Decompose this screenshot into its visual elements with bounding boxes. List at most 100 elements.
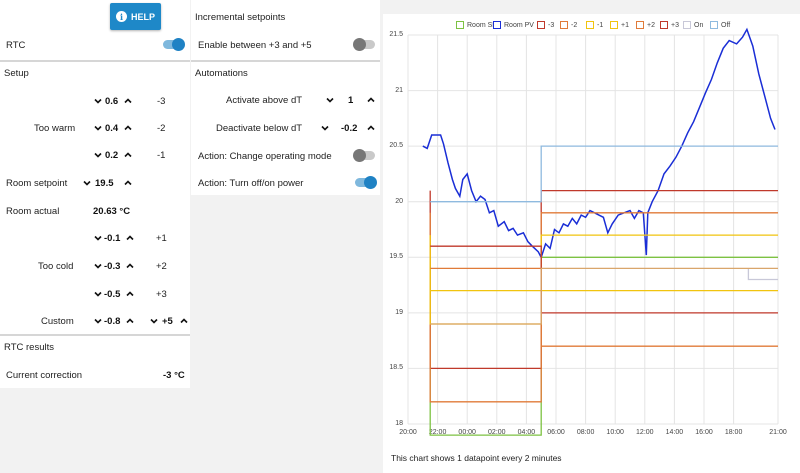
decrease-button[interactable] bbox=[92, 95, 104, 107]
legend-swatch bbox=[560, 21, 568, 29]
x-tick-label: 00:00 bbox=[458, 429, 476, 436]
help-button[interactable]: i HELP bbox=[110, 3, 161, 30]
too-warm-value: 0.4 bbox=[105, 123, 119, 134]
legend-label: +2 bbox=[647, 21, 655, 29]
legend-item[interactable]: Room SP bbox=[456, 21, 497, 29]
legend-swatch bbox=[537, 21, 545, 29]
legend-label: On bbox=[694, 21, 704, 29]
legend-swatch bbox=[683, 21, 691, 29]
too-cold-value: -0.3 bbox=[104, 261, 121, 272]
activate-label: Activate above dT bbox=[226, 95, 303, 106]
legend-label: -3 bbox=[548, 21, 555, 29]
current-correction-label: Current correction bbox=[6, 370, 83, 381]
decrease-button[interactable] bbox=[319, 122, 331, 134]
increase-button[interactable] bbox=[124, 232, 136, 244]
x-tick-label: 22:00 bbox=[428, 429, 447, 436]
correction-label: +1 bbox=[156, 233, 167, 244]
divider bbox=[191, 60, 380, 62]
increase-button[interactable] bbox=[365, 94, 377, 106]
decrease-button[interactable] bbox=[92, 288, 104, 300]
decrease-button[interactable] bbox=[92, 149, 104, 161]
power-label: Action: Turn off/on power bbox=[198, 178, 304, 189]
correction-label: -2 bbox=[157, 123, 166, 134]
decrease-button[interactable] bbox=[92, 315, 104, 327]
x-tick-label: 16:00 bbox=[695, 429, 713, 436]
custom-correction: +5 bbox=[162, 316, 173, 327]
decrease-button[interactable] bbox=[92, 232, 104, 244]
info-icon: i bbox=[115, 11, 127, 22]
too-warm-label: Too warm bbox=[34, 123, 76, 134]
increase-button[interactable] bbox=[365, 122, 377, 134]
correction-label: -3 bbox=[157, 96, 166, 107]
y-tick-label: 19 bbox=[395, 308, 403, 316]
power-toggle[interactable] bbox=[355, 176, 377, 189]
legend-item[interactable]: -2 bbox=[560, 21, 577, 29]
change-mode-toggle[interactable] bbox=[353, 149, 375, 162]
legend-swatch bbox=[493, 21, 501, 29]
deactivate-value: -0.2 bbox=[341, 123, 358, 134]
legend-item[interactable]: Room PV bbox=[493, 21, 534, 29]
legend-item[interactable]: +3 bbox=[660, 21, 679, 29]
activate-value: 1 bbox=[348, 95, 354, 106]
x-tick-label: 08:00 bbox=[576, 429, 595, 436]
legend-item[interactable]: -1 bbox=[586, 21, 603, 29]
x-tick-label: 12:00 bbox=[636, 429, 654, 436]
increase-button[interactable] bbox=[122, 149, 134, 161]
y-tick-label: 20.5 bbox=[389, 142, 403, 150]
legend-label: Room PV bbox=[504, 21, 534, 29]
decrease-button[interactable] bbox=[92, 260, 104, 272]
decrease-button[interactable] bbox=[81, 177, 93, 189]
room-setpoint-label: Room setpoint bbox=[6, 178, 68, 189]
x-tick-label: 06:00 bbox=[547, 429, 565, 436]
too-warm-value: 0.2 bbox=[105, 150, 119, 161]
custom-value: -0.8 bbox=[104, 316, 121, 327]
legend-item[interactable]: Off bbox=[710, 21, 730, 29]
legend-label: Room SP bbox=[467, 21, 497, 29]
decrease-button[interactable] bbox=[324, 94, 336, 106]
room-actual-value: 20.63 °C bbox=[93, 206, 131, 217]
room-setpoint-value: 19.5 bbox=[95, 178, 114, 189]
correction-label: -1 bbox=[157, 150, 166, 161]
chart-panel bbox=[383, 14, 800, 473]
legend-label: -2 bbox=[571, 21, 578, 29]
rtc-toggle[interactable] bbox=[163, 38, 185, 51]
legend-label: -1 bbox=[597, 21, 604, 29]
increase-button[interactable] bbox=[124, 315, 136, 327]
help-label: HELP bbox=[130, 11, 155, 22]
decrease-button[interactable] bbox=[148, 315, 160, 327]
x-tick-label: 14:00 bbox=[665, 429, 684, 436]
increase-button[interactable] bbox=[124, 260, 136, 272]
legend-item[interactable]: +2 bbox=[636, 21, 655, 29]
enable-incremental-toggle[interactable] bbox=[353, 38, 375, 51]
results-title: RTC results bbox=[4, 342, 54, 353]
legend-label: +3 bbox=[671, 21, 679, 29]
y-tick-label: 18 bbox=[395, 420, 403, 427]
legend-item[interactable]: -3 bbox=[537, 21, 554, 29]
increase-button[interactable] bbox=[122, 95, 134, 107]
increase-button[interactable] bbox=[178, 315, 190, 327]
deactivate-label: Deactivate below dT bbox=[216, 123, 303, 134]
x-tick-label: 18:00 bbox=[724, 429, 743, 436]
legend-label: Off bbox=[721, 21, 731, 29]
legend-item[interactable]: +1 bbox=[610, 21, 629, 29]
y-tick-label: 19.5 bbox=[389, 253, 403, 261]
room-actual-label: Room actual bbox=[6, 206, 60, 217]
legend-swatch bbox=[456, 21, 464, 29]
automations-title: Automations bbox=[195, 68, 248, 79]
correction-label: +2 bbox=[156, 261, 167, 272]
change-mode-label: Action: Change operating mode bbox=[198, 151, 332, 162]
legend-swatch bbox=[636, 21, 644, 29]
decrease-button[interactable] bbox=[92, 122, 104, 134]
legend-swatch bbox=[586, 21, 594, 29]
x-tick-label: 20:00 bbox=[399, 429, 417, 436]
increase-button[interactable] bbox=[122, 122, 134, 134]
y-tick-label: 21.5 bbox=[389, 31, 403, 38]
middle-panel bbox=[191, 0, 380, 195]
increase-button[interactable] bbox=[124, 288, 136, 300]
too-cold-value: -0.5 bbox=[104, 289, 121, 300]
y-tick-label: 20 bbox=[395, 197, 403, 205]
increase-button[interactable] bbox=[122, 177, 134, 189]
left-panel bbox=[0, 0, 190, 388]
incremental-title: Incremental setpoints bbox=[195, 12, 286, 23]
legend-item[interactable]: On bbox=[683, 21, 703, 29]
